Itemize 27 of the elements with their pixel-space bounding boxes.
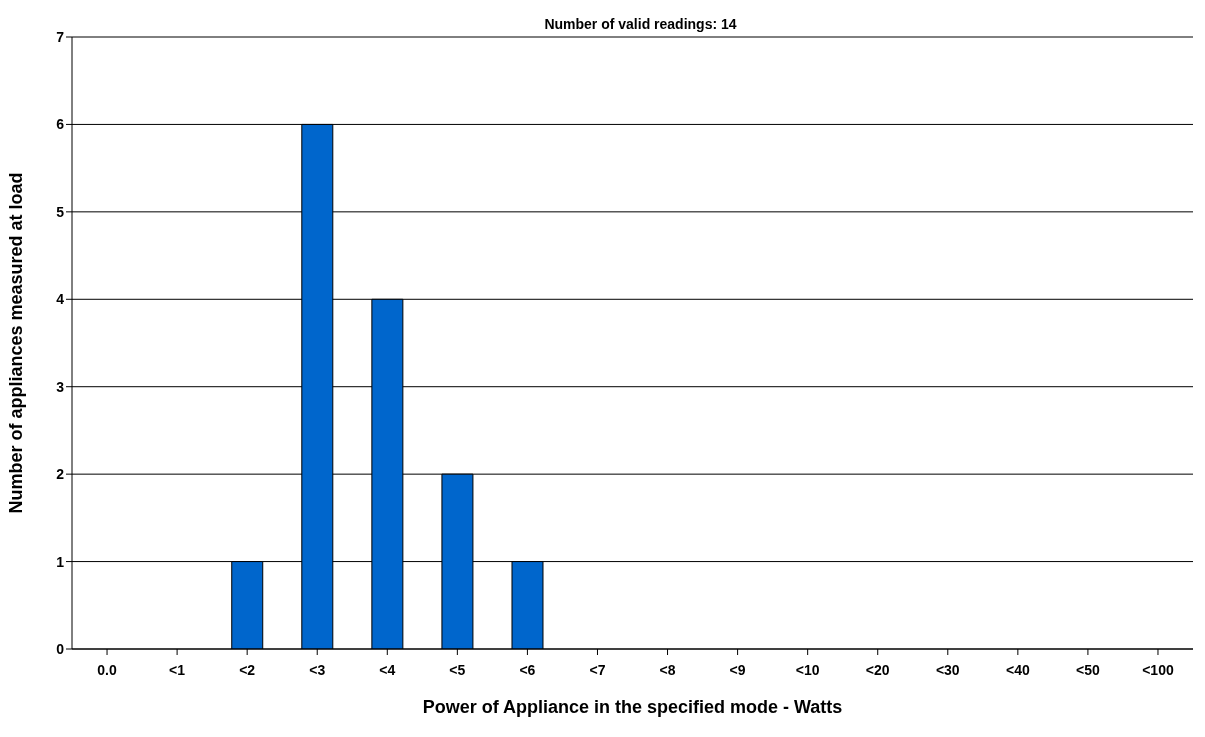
y-tick-label: 2 — [56, 466, 65, 483]
x-tick-label: <6 — [519, 661, 536, 678]
x-tick-label: <3 — [309, 661, 326, 678]
y-tick-label: 3 — [56, 378, 65, 395]
chart-title: Number of valid readings: 14 — [543, 16, 738, 32]
x-tick-label: <5 — [449, 661, 466, 678]
y-tick-label: 7 — [56, 28, 65, 45]
x-tick-label: <9 — [729, 661, 746, 678]
x-tick-label: <40 — [1005, 661, 1030, 678]
x-tick-label: <100 — [1142, 661, 1174, 678]
x-tick-label: 0.0 — [97, 661, 117, 678]
x-tick-label: <10 — [795, 661, 820, 678]
y-tick-label: 4 — [56, 291, 65, 308]
x-tick-label: <4 — [379, 661, 396, 678]
x-tick-label: <8 — [659, 661, 676, 678]
y-tick-label: 6 — [56, 116, 65, 133]
x-tick-label: <20 — [865, 661, 890, 678]
y-tick-label: 5 — [56, 203, 65, 220]
y-axis-title: Number of appliances measured at load — [6, 172, 27, 514]
x-tick-label: <50 — [1076, 661, 1100, 678]
x-tick-label: <1 — [169, 661, 186, 678]
x-axis-title: Power of Appliance in the specified mode - Watts — [422, 697, 843, 717]
x-tick-label: <2 — [239, 661, 256, 678]
y-tick-label: 0 — [56, 640, 65, 657]
x-tick-label: <30 — [935, 661, 960, 678]
y-tick-label: 1 — [56, 553, 65, 570]
x-tick-label: <7 — [589, 661, 606, 678]
